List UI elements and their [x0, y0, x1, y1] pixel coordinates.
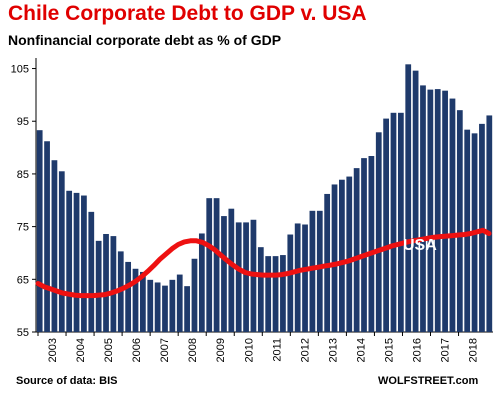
brand-label: WOLFSTREET.com [378, 375, 479, 387]
chile-bar [140, 271, 146, 332]
chile-bar [191, 258, 198, 332]
chart-subtitle: Nonfinancial corporate debt as % of GDP [8, 32, 282, 48]
chile-bar [154, 282, 161, 332]
chile-bar [103, 233, 109, 332]
chile-bar [361, 158, 367, 332]
chile-bar [316, 210, 323, 332]
chile-bar [309, 210, 316, 332]
usa-line [35, 227, 492, 299]
x-tick-label: 2014 [355, 338, 367, 362]
x-tick-label: 2018 [468, 338, 480, 362]
source-note: Source of data: BIS [16, 375, 118, 387]
chile-bar [257, 247, 264, 332]
chile-bar [294, 223, 301, 332]
chile-bar [184, 286, 190, 332]
y-tick-label: 55 [17, 327, 29, 339]
chile-bar [346, 176, 353, 332]
x-tick-label: 2011 [271, 338, 283, 362]
x-tick-label: 2008 [187, 338, 199, 362]
chile-bar [280, 255, 286, 332]
y-tick-label: 65 [17, 274, 29, 286]
chile-bar [36, 130, 43, 332]
x-tick-label: 2017 [440, 338, 452, 362]
chile-bar [221, 216, 227, 332]
chile-bar [287, 234, 294, 332]
y-tick-label: 105 [11, 64, 29, 76]
chile-bar [73, 192, 80, 332]
chile-bar [479, 123, 485, 332]
x-tick-label: 2016 [411, 338, 423, 362]
chile-bar [486, 115, 493, 332]
chile-bar [397, 112, 404, 332]
chile-bar [110, 236, 117, 332]
x-tick-label: 2004 [75, 338, 87, 362]
x-tick-label: 2005 [103, 338, 115, 362]
x-tick-label: 2006 [131, 338, 143, 362]
x-tick-label: 2013 [327, 338, 339, 362]
chile-bar [265, 256, 272, 332]
usa-series-label: USA [403, 237, 437, 254]
chile-bar [147, 279, 154, 332]
chile-bar [412, 70, 419, 333]
chile-bar [162, 285, 168, 332]
chile-bar [132, 268, 139, 332]
chile-bar [176, 274, 183, 332]
chile-bar [44, 141, 50, 332]
chile-bar [434, 89, 441, 332]
chile-bar [243, 222, 249, 332]
chile-bar [272, 256, 279, 332]
chile-bar [375, 132, 382, 332]
chile-bar [213, 198, 220, 332]
chile-bar [228, 208, 235, 332]
chile-bar [235, 222, 242, 332]
y-tick-label: 95 [17, 116, 29, 128]
chile-bar [405, 64, 412, 333]
x-tick-label: 2007 [159, 338, 171, 362]
x-tick-label: 2003 [47, 338, 59, 362]
x-tick-label: 2010 [243, 338, 255, 362]
chile-bar [331, 184, 338, 332]
x-tick-label: 2009 [215, 338, 227, 362]
chile-bar [383, 118, 389, 332]
chile-bar [324, 193, 331, 332]
y-tick-label: 85 [17, 169, 29, 181]
chile-bar [198, 233, 205, 332]
chile-bar [125, 261, 132, 332]
chile-bar [449, 98, 456, 332]
chile-bar [339, 179, 345, 332]
x-tick-label: 2012 [299, 338, 311, 362]
chile-bar [206, 198, 213, 332]
chile-bar [81, 195, 87, 332]
chile-bar [456, 110, 463, 333]
chart-title: Chile Corporate Debt to GDP v. USA [8, 2, 367, 25]
chile-bar [88, 211, 95, 332]
chile-bar [427, 89, 434, 332]
x-tick-label: 2015 [383, 338, 395, 362]
chile-bar [420, 85, 426, 333]
chart-plot: 55 65 75 85 95 105 2003 2004 2005 2006 2007 2008 200… [11, 58, 493, 362]
chile-bar [169, 279, 176, 332]
chile-bar [95, 240, 102, 332]
chile-bar [368, 156, 375, 332]
chile-bar [66, 190, 73, 332]
chile-bar [58, 171, 65, 332]
chile-bar [302, 224, 308, 332]
chile-bar [51, 160, 58, 332]
chile-bar [442, 90, 448, 333]
chile-bar [390, 112, 397, 332]
chile-bar [353, 168, 360, 332]
chile-bar [464, 129, 471, 332]
y-tick-label: 75 [17, 222, 29, 234]
